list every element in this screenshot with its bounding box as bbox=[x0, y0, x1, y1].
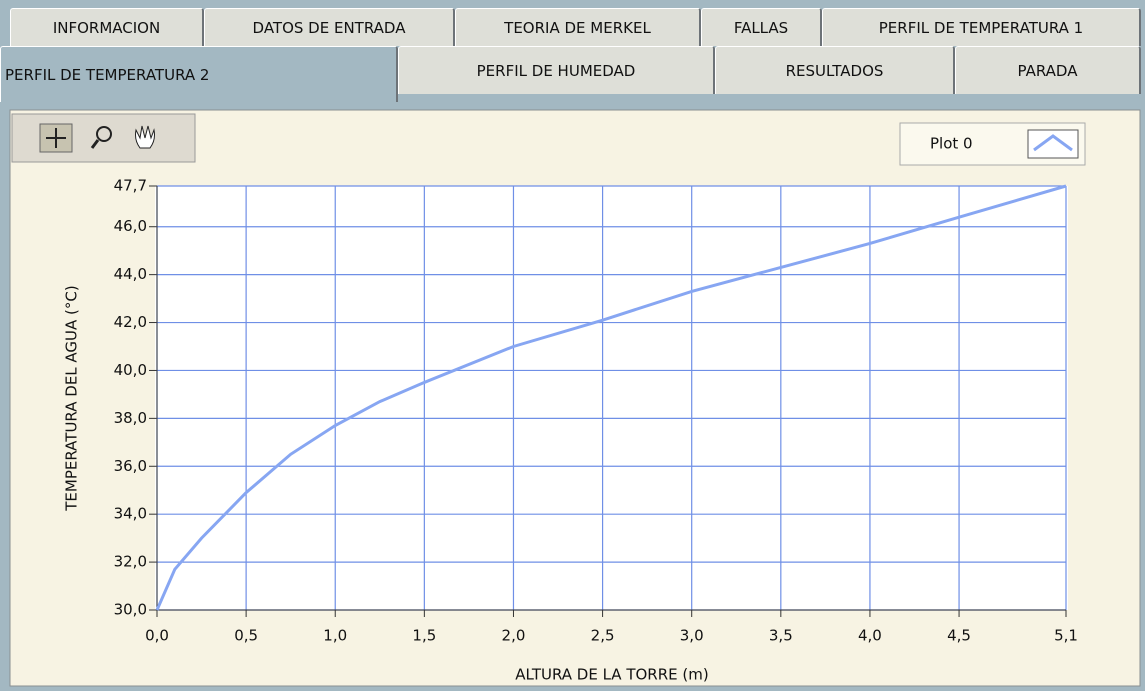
y-axis-label: TEMPERATURA DEL AGUA (°C) bbox=[63, 285, 81, 511]
tab[interactable]: FALLAS bbox=[701, 8, 822, 46]
tab[interactable]: PERFIL DE HUMEDAD bbox=[398, 46, 715, 94]
x-tick-label: 0,0 bbox=[145, 627, 169, 645]
line bbox=[155, 184, 1067, 611]
y-tick-label: 47,7 bbox=[114, 177, 147, 195]
x-tick-label: 0,5 bbox=[234, 627, 258, 645]
x-tick-label: 3,0 bbox=[680, 627, 704, 645]
zoom-icon bbox=[90, 139, 100, 149]
y-tick-label: 36,0 bbox=[114, 457, 147, 475]
x-tick-label: 4,5 bbox=[947, 627, 971, 645]
tab[interactable]: RESULTADOS bbox=[715, 46, 955, 94]
x-tick-label: 2,5 bbox=[591, 627, 615, 645]
x-axis-label: ALTURA DE LA TORRE (m) bbox=[515, 666, 708, 684]
y-tick-label: 42,0 bbox=[114, 313, 147, 331]
tab[interactable]: PERFIL DE TEMPERATURA 2 bbox=[0, 46, 398, 102]
plot-area bbox=[155, 186, 1068, 610]
x-tick-label: 1,0 bbox=[323, 627, 347, 645]
tab[interactable]: INFORMACION bbox=[10, 8, 204, 46]
y-tick-label: 34,0 bbox=[114, 505, 147, 523]
legend-swatch bbox=[1033, 134, 1073, 152]
x-tick-label: 1,5 bbox=[412, 627, 436, 645]
y-tick-label: 32,0 bbox=[114, 553, 147, 571]
cursor-icon bbox=[46, 128, 66, 148]
x-tick-label: 2,0 bbox=[502, 627, 526, 645]
toolbar bbox=[11, 113, 196, 163]
y-tick-label: 40,0 bbox=[114, 361, 147, 379]
zoom-tool[interactable] bbox=[96, 126, 112, 142]
tab[interactable]: PARADA bbox=[955, 46, 1141, 94]
tab[interactable]: TEORIA DE MERKEL bbox=[455, 8, 701, 46]
x-tick-label: 3,5 bbox=[769, 627, 793, 645]
legend-label: Plot 0 bbox=[930, 135, 973, 153]
x-tick-label: 5,1 bbox=[1054, 627, 1078, 645]
y-tick-label: 46,0 bbox=[114, 217, 147, 235]
tab[interactable]: PERFIL DE TEMPERATURA 1 bbox=[822, 8, 1141, 46]
tab[interactable]: DATOS DE ENTRADA bbox=[204, 8, 455, 46]
y-tick-label: 30,0 bbox=[114, 601, 147, 619]
y-tick-label: 44,0 bbox=[114, 265, 147, 283]
y-tick-label: 38,0 bbox=[114, 409, 147, 427]
pan-tool[interactable] bbox=[135, 125, 155, 149]
x-tick-label: 4,0 bbox=[858, 627, 882, 645]
